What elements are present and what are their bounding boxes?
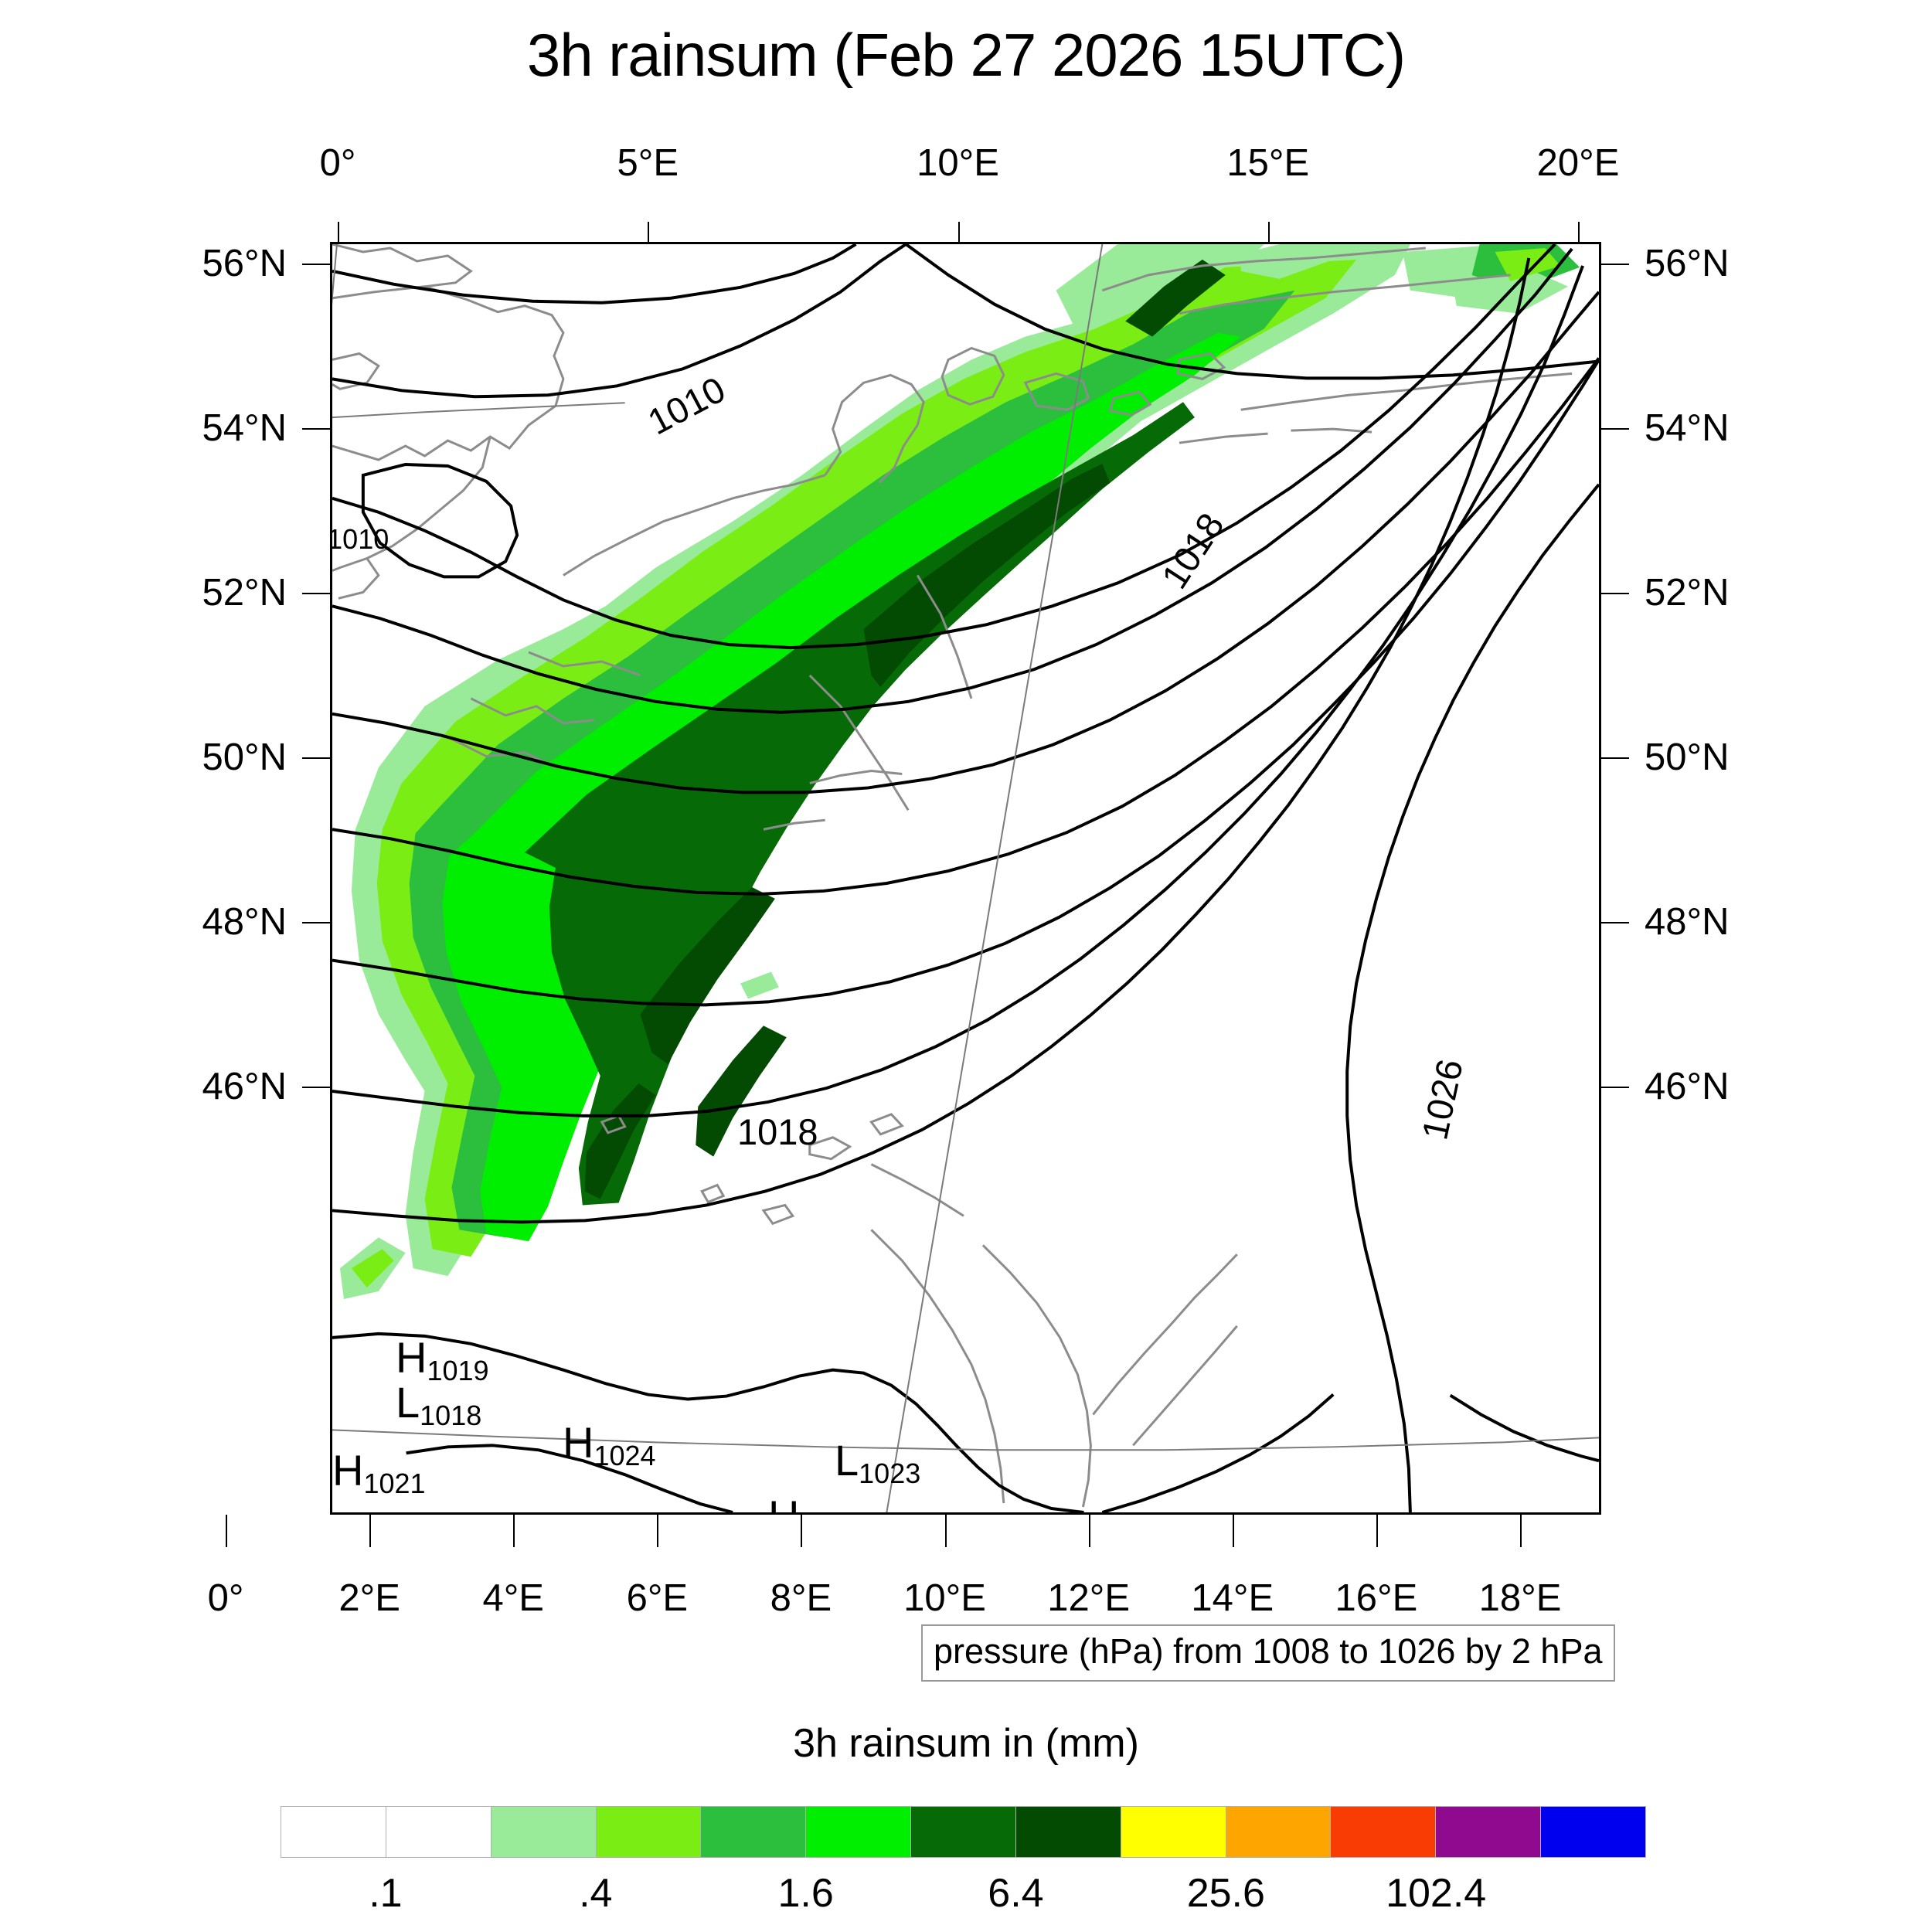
axis-tick-left bbox=[302, 922, 330, 923]
axis-tick-right bbox=[1601, 428, 1629, 430]
colorbar-swatch bbox=[490, 1807, 596, 1857]
axis-label-top: 20°E bbox=[1536, 142, 1620, 184]
axis-tick-right bbox=[1601, 922, 1629, 923]
axis-tick-bottom bbox=[226, 1515, 227, 1547]
axis-label-bottom: 14°E bbox=[1191, 1577, 1274, 1619]
axis-label-bottom: 18°E bbox=[1478, 1577, 1562, 1619]
axis-label-left: 54°N bbox=[202, 407, 287, 449]
axis-label-bottom: 10°E bbox=[903, 1577, 986, 1619]
axis-tick-right bbox=[1601, 593, 1629, 594]
axis-tick-top bbox=[1267, 222, 1270, 242]
axis-label-top: 10°E bbox=[917, 142, 999, 184]
colorbar-swatch bbox=[805, 1807, 911, 1857]
axis-tick-bottom bbox=[1232, 1515, 1234, 1547]
axis-label-top: 0° bbox=[319, 142, 356, 184]
colorbar-swatch bbox=[700, 1807, 806, 1857]
page-title: 3h rainsum (Feb 27 2026 15UTC) bbox=[526, 21, 1406, 89]
axis-label-left: 48°N bbox=[202, 901, 287, 943]
colorbar-swatch bbox=[1330, 1807, 1436, 1857]
axis-tick-right bbox=[1601, 1087, 1629, 1088]
coastlines-and-borders bbox=[332, 244, 1573, 1508]
axis-label-bottom: 8°E bbox=[770, 1577, 832, 1619]
axis-tick-left bbox=[302, 428, 330, 430]
colorbar-title: 3h rainsum in (mm) bbox=[793, 1721, 1139, 1766]
axis-label-bottom: 16°E bbox=[1335, 1577, 1418, 1619]
pressure-center-L: L1023 bbox=[835, 1436, 921, 1489]
colorbar-swatch bbox=[1540, 1807, 1645, 1857]
axis-tick-left bbox=[302, 593, 330, 594]
axis-tick-top bbox=[648, 222, 650, 242]
axis-tick-bottom bbox=[1088, 1515, 1090, 1547]
colorbar-swatch bbox=[281, 1807, 386, 1857]
pressure-center-H: H1025 bbox=[768, 1495, 862, 1513]
colorbar-tick-label: 6.4 bbox=[988, 1871, 1044, 1916]
axis-tick-top bbox=[957, 222, 960, 242]
pressure-center-H: H1021 bbox=[332, 1446, 426, 1499]
axis-label-right: 52°N bbox=[1645, 572, 1730, 614]
axis-tick-top bbox=[1578, 222, 1580, 242]
axis-label-right: 54°N bbox=[1645, 407, 1730, 449]
axis-label-bottom: 4°E bbox=[482, 1577, 544, 1619]
axis-tick-bottom bbox=[369, 1515, 372, 1547]
axis-label-bottom: 0° bbox=[207, 1577, 244, 1619]
axis-tick-bottom bbox=[1376, 1515, 1378, 1547]
axis-tick-bottom bbox=[801, 1515, 803, 1547]
axis-label-left: 50°N bbox=[202, 736, 287, 778]
colorbar-tick-label: 1.6 bbox=[777, 1871, 834, 1916]
pressure-center-L: L1018 bbox=[396, 1378, 482, 1431]
axis-tick-bottom bbox=[657, 1515, 659, 1547]
axis-tick-right bbox=[1601, 264, 1629, 265]
pressure-contours bbox=[332, 244, 1599, 1512]
axis-tick-left bbox=[302, 757, 330, 759]
colorbar-swatch bbox=[1225, 1807, 1331, 1857]
colorbar-swatch bbox=[385, 1807, 491, 1857]
axis-tick-left bbox=[302, 264, 330, 265]
pressure-contour-legend: pressure (hPa) from 1008 to 1026 by 2 hP… bbox=[921, 1624, 1615, 1682]
pressure-center-L: L1010 bbox=[330, 523, 389, 555]
colorbar-tick-label: 25.6 bbox=[1186, 1871, 1265, 1916]
axis-tick-right bbox=[1601, 757, 1629, 759]
colorbar bbox=[281, 1806, 1646, 1858]
colorbar-swatch bbox=[1435, 1807, 1541, 1857]
axis-label-right: 56°N bbox=[1645, 243, 1730, 284]
colorbar-swatch bbox=[910, 1807, 1015, 1857]
map-plot-area: 1010 1018 1018 1026 L1010 H1019 L1018 H1… bbox=[330, 242, 1601, 1515]
pressure-center-H: H1019 bbox=[396, 1333, 489, 1386]
axis-label-left: 46°N bbox=[202, 1066, 287, 1107]
axis-label-left: 52°N bbox=[202, 572, 287, 614]
contour-label: 1018 bbox=[737, 1111, 818, 1152]
axis-tick-bottom bbox=[1520, 1515, 1522, 1547]
colorbar-swatch bbox=[595, 1807, 701, 1857]
graticule bbox=[332, 244, 1599, 1512]
axis-label-bottom: 6°E bbox=[626, 1577, 689, 1619]
axis-tick-top bbox=[338, 222, 339, 242]
axis-tick-bottom bbox=[513, 1515, 515, 1547]
colorbar-tick-label: .1 bbox=[369, 1871, 403, 1916]
colorbar-swatch bbox=[1015, 1807, 1121, 1857]
axis-tick-left bbox=[302, 1087, 330, 1088]
colorbar-tick-label: 102.4 bbox=[1386, 1871, 1487, 1916]
map-canvas bbox=[332, 244, 1599, 1512]
pressure-center-H: H1024 bbox=[563, 1418, 656, 1471]
axis-label-top: 5°E bbox=[617, 142, 679, 184]
axis-tick-bottom bbox=[944, 1515, 947, 1547]
axis-label-top: 15°E bbox=[1226, 142, 1310, 184]
axis-label-right: 46°N bbox=[1645, 1066, 1730, 1107]
axis-label-right: 48°N bbox=[1645, 901, 1730, 943]
axis-label-bottom: 12°E bbox=[1047, 1577, 1131, 1619]
colorbar-swatch bbox=[1120, 1807, 1226, 1857]
axis-label-right: 50°N bbox=[1645, 736, 1730, 778]
axis-label-left: 56°N bbox=[202, 243, 287, 284]
colorbar-tick-label: .4 bbox=[579, 1871, 613, 1916]
axis-label-bottom: 2°E bbox=[338, 1577, 400, 1619]
